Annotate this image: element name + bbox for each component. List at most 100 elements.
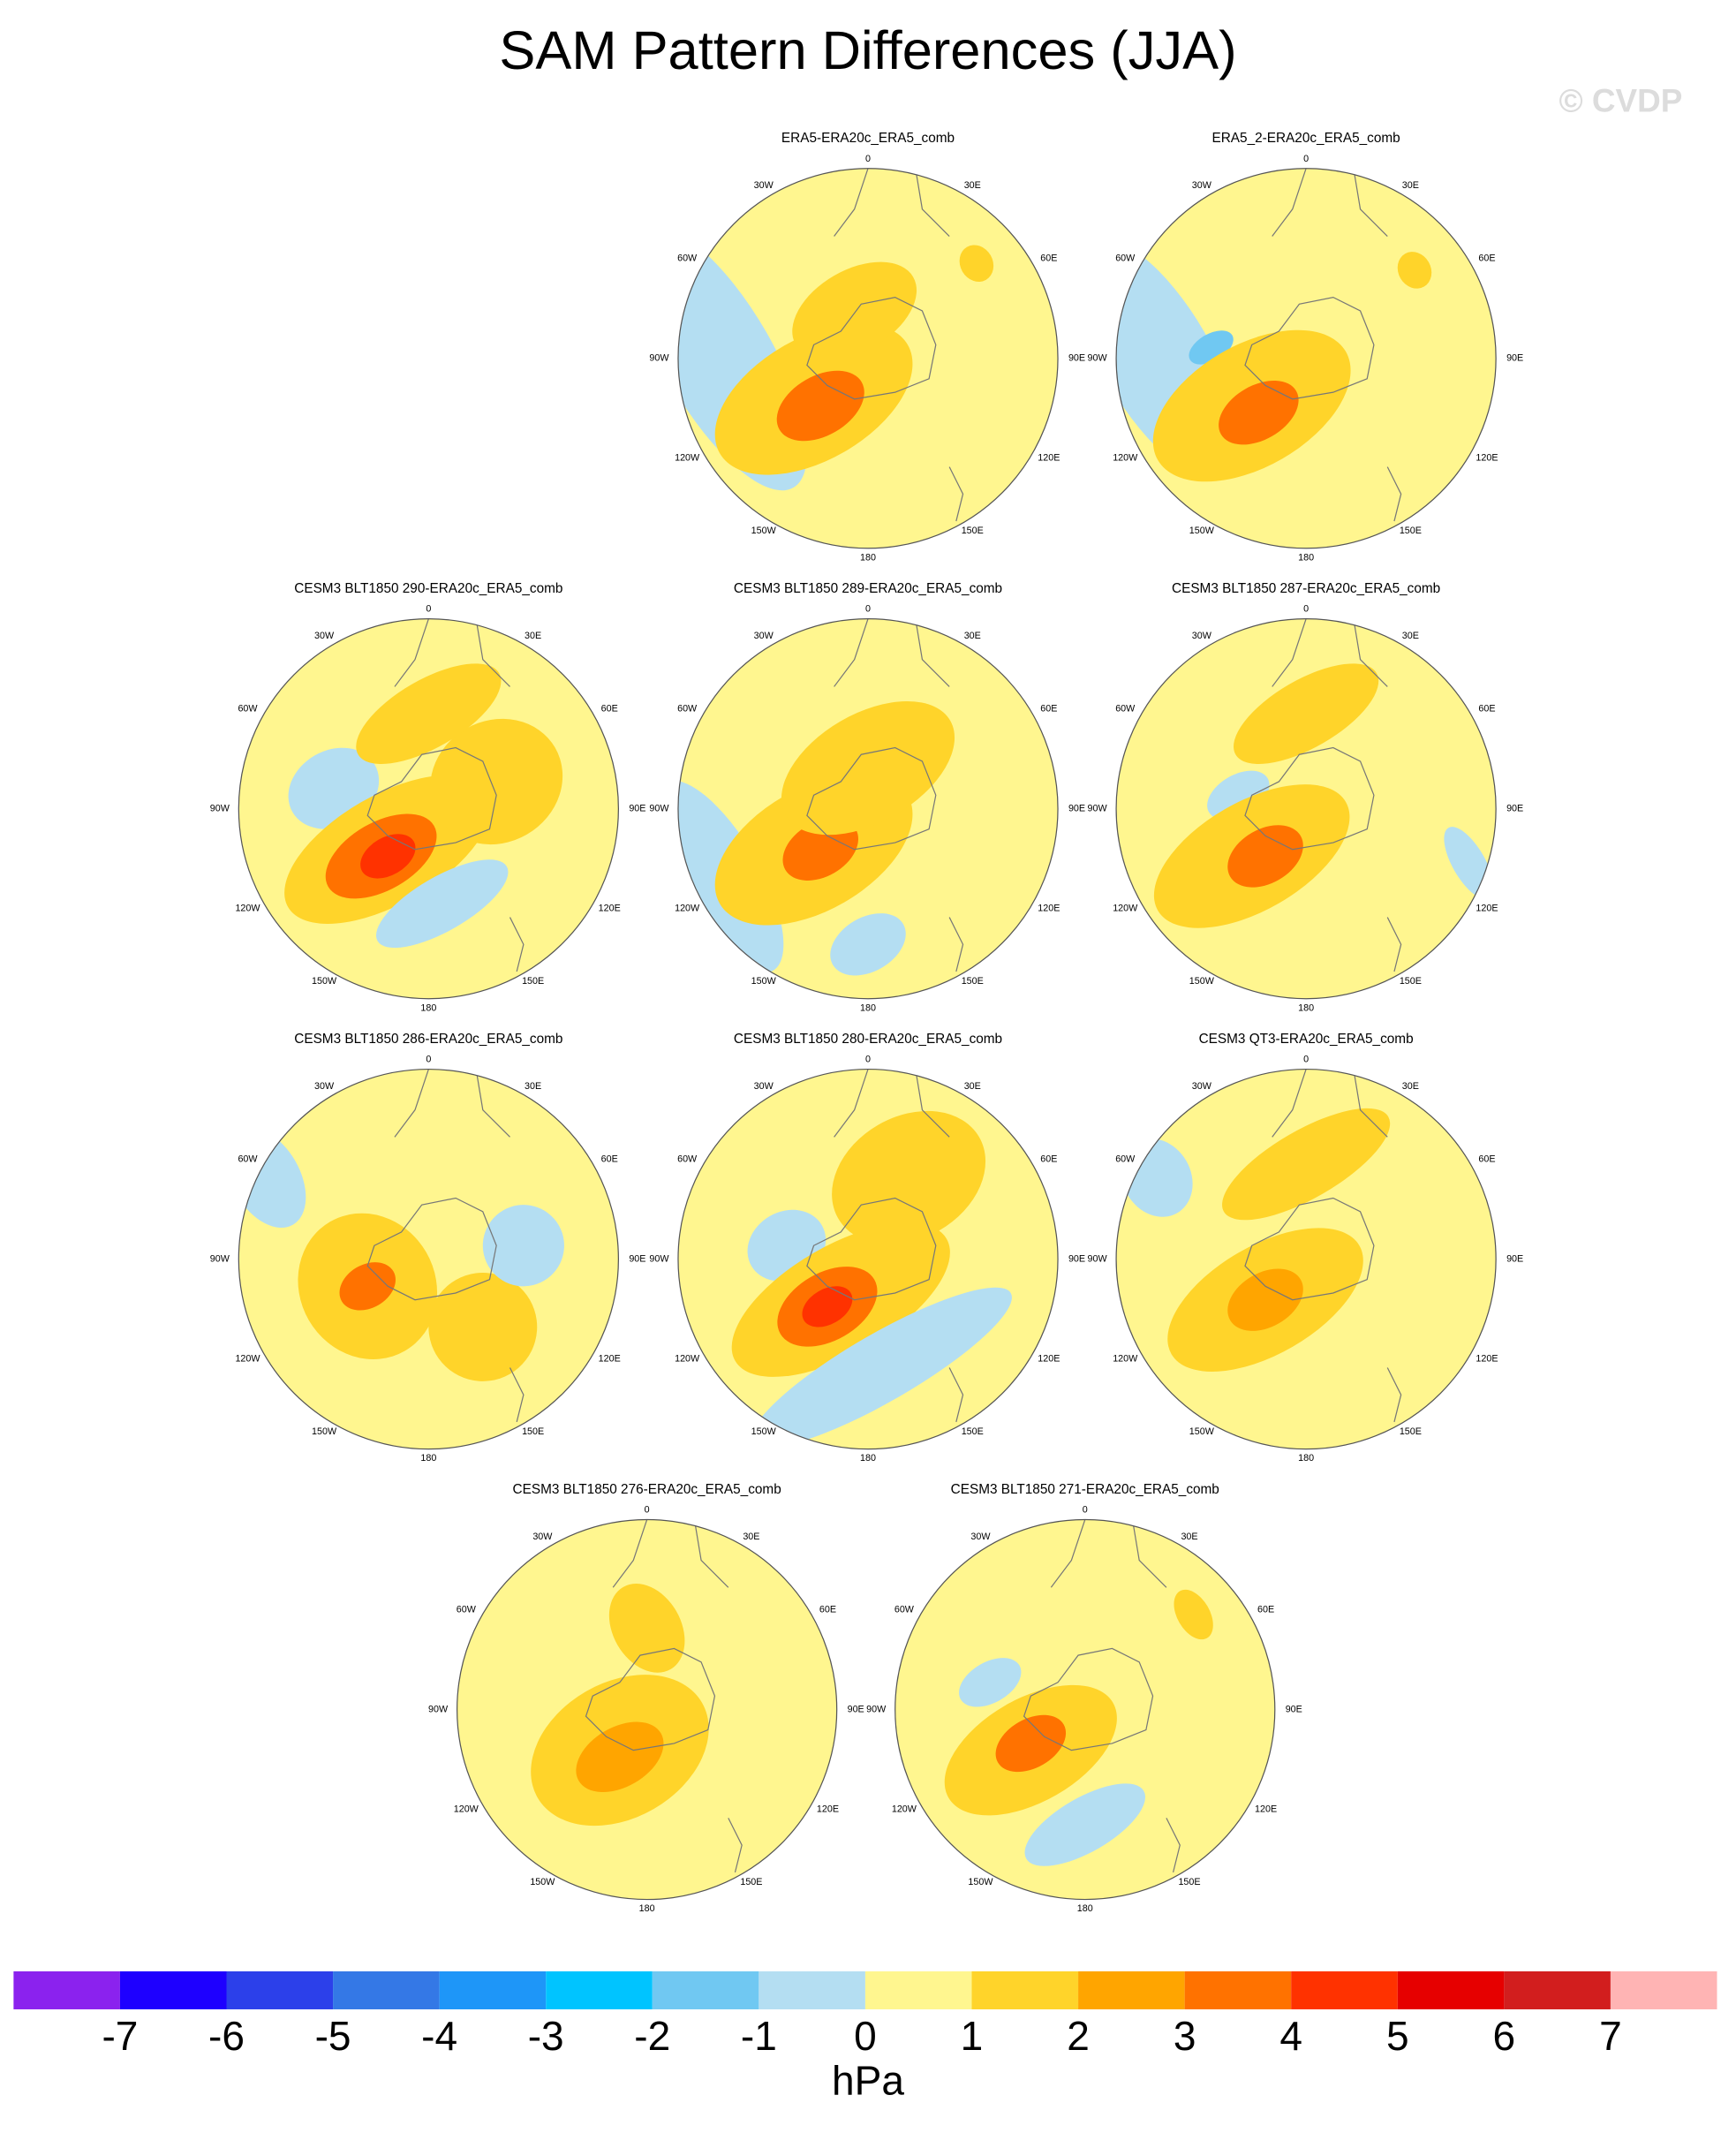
contour-region	[339, 1262, 396, 1311]
longitude-label: 0	[865, 1055, 871, 1065]
coastline	[806, 618, 964, 972]
map-panel: ERA5-ERA20c_ERA5_comb 0 30E 60E 90E 120E 150E 1…	[649, 131, 1085, 563]
contour-region	[1219, 380, 1299, 445]
longitude-label: 120W	[235, 903, 260, 913]
map-field	[677, 618, 1059, 999]
longitude-label: 60W	[1115, 253, 1136, 264]
longitude-label: 180	[860, 1002, 876, 1013]
longitude-label: 0	[1303, 1055, 1309, 1065]
longitude-label: 120W	[235, 1353, 260, 1364]
contour-region	[1227, 825, 1303, 888]
longitude-label: 90E	[1068, 1253, 1085, 1264]
longitude-label: 60E	[1040, 253, 1057, 264]
longitude-label: 150W	[1189, 526, 1215, 536]
longitude-label: 90W	[649, 804, 669, 814]
longitude-label: 150E	[740, 1877, 762, 1887]
map-field	[1116, 1069, 1497, 1449]
longitude-label: 120W	[675, 903, 700, 913]
longitude-label: 120W	[1113, 452, 1138, 463]
longitude-label: 60E	[1040, 1154, 1057, 1165]
colorbar-tick-label: -5	[315, 2013, 351, 2059]
contour-region	[1234, 663, 1379, 764]
colorbar-box	[1397, 1970, 1505, 2009]
longitude-label: 30W	[532, 1532, 553, 1542]
map-border	[677, 618, 1059, 1000]
longitude-label: 30W	[314, 631, 335, 641]
longitude-label: 60W	[677, 704, 698, 715]
contour-region	[959, 245, 994, 283]
panel-title: ERA5-ERA20c_ERA5_comb	[781, 131, 955, 146]
colorbar-box	[119, 1970, 227, 2009]
map-field	[1116, 618, 1497, 999]
longitude-label: 30E	[1402, 1081, 1419, 1092]
longitude-label: 90E	[629, 1253, 645, 1264]
contour-region	[430, 718, 563, 845]
colorbar-box	[1078, 1970, 1185, 2009]
colorbar-label: hPa	[832, 2058, 904, 2104]
map-panel: CESM3 BLT1850 289-ERA20c_ERA5_comb 0 30E 60…	[649, 581, 1085, 1013]
longitude-label: 60E	[1478, 253, 1495, 264]
contour-region	[1174, 1589, 1213, 1640]
longitude-label: 30E	[1181, 1532, 1197, 1542]
longitude-label: 60W	[238, 1154, 258, 1165]
colorbar-tick-label: 7	[1599, 2013, 1622, 2059]
colorbar-tick-label: 6	[1493, 2013, 1516, 2059]
map-border	[1115, 1068, 1497, 1450]
map-border	[894, 1518, 1276, 1901]
longitude-label: 90W	[649, 353, 669, 364]
map-panel: CESM3 BLT1850 280-ERA20c_ERA5_comb 0 30E 60…	[649, 1032, 1085, 1464]
contour-region	[830, 913, 906, 976]
colorbar-tick-label: 2	[1067, 2013, 1090, 2059]
map-border	[238, 618, 620, 1000]
panel-title: ERA5_2-ERA20c_ERA5_comb	[1211, 131, 1400, 146]
colorbar-box	[864, 1970, 972, 2009]
longitude-label: 180	[1298, 1453, 1314, 1464]
longitude-label: 90E	[1506, 1253, 1523, 1264]
map-field	[1116, 168, 1497, 548]
map-border	[1115, 618, 1497, 1000]
longitude-label: 120E	[1038, 903, 1060, 913]
map-panel: ERA5_2-ERA20c_ERA5_comb 0 30E 60E 90E 120E 150…	[1088, 131, 1524, 563]
longitude-label: 150E	[1178, 1877, 1200, 1887]
longitude-label: 0	[865, 154, 871, 164]
colorbar-box	[1504, 1970, 1611, 2009]
longitude-label: 120E	[817, 1804, 839, 1814]
map-panel: CESM3 BLT1850 286-ERA20c_ERA5_comb 0 30E 60…	[210, 1032, 646, 1464]
colorbar-box	[759, 1970, 865, 2009]
longitude-label: 90E	[1068, 804, 1085, 814]
longitude-label: 90E	[1506, 804, 1523, 814]
colorbar-tick-label: 1	[961, 2013, 984, 2059]
longitude-label: 90E	[1286, 1704, 1302, 1714]
colorbar-tick-label: -1	[741, 2013, 777, 2059]
longitude-label: 120E	[1476, 452, 1498, 463]
colorbar-box	[1610, 1970, 1717, 2009]
panel-title: CESM3 BLT1850 276-ERA20c_ERA5_comb	[513, 1482, 781, 1497]
longitude-label: 90W	[210, 1253, 230, 1264]
contour-region	[959, 1658, 1022, 1707]
colorbar-box	[13, 1970, 120, 2009]
longitude-label: 120W	[675, 452, 700, 463]
map-border	[1115, 168, 1497, 549]
longitude-label: 0	[1083, 1505, 1088, 1516]
map-border	[238, 1068, 620, 1450]
longitude-label: 60E	[1257, 1604, 1274, 1615]
longitude-label: 150E	[1400, 526, 1422, 536]
colorbar-box	[226, 1970, 334, 2009]
map-field	[894, 1519, 1275, 1900]
contour-region	[356, 663, 502, 764]
longitude-label: 180	[420, 1002, 436, 1013]
longitude-label: 180	[1077, 1903, 1093, 1914]
longitude-label: 30E	[964, 1081, 981, 1092]
map-field	[238, 618, 619, 999]
longitude-label: 60W	[677, 253, 698, 264]
colorbar-tick-label: -7	[102, 2013, 138, 2059]
longitude-label: 150W	[751, 1426, 777, 1437]
colorbar-tick-label: -2	[634, 2013, 670, 2059]
contour-region	[576, 1721, 664, 1793]
contour-region	[482, 1205, 564, 1287]
colorbar-tick-label: 0	[854, 2013, 877, 2059]
longitude-label: 30E	[1402, 180, 1419, 191]
longitude-label: 30W	[754, 180, 774, 191]
colorbar-box	[652, 1970, 759, 2009]
longitude-label: 180	[860, 552, 876, 563]
